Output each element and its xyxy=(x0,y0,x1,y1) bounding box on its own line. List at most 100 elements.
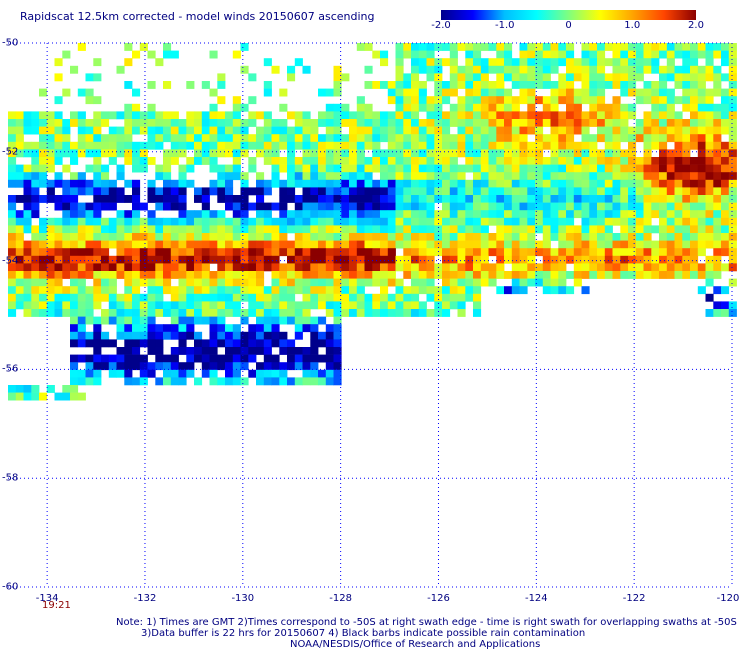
wind-cell xyxy=(256,202,265,211)
wind-cell xyxy=(147,81,156,89)
wind-cell xyxy=(442,225,451,234)
wind-cell xyxy=(581,240,590,249)
wind-cell xyxy=(597,111,606,120)
wind-cell xyxy=(620,134,629,143)
wind-cell xyxy=(566,103,575,112)
wind-cell xyxy=(325,278,334,287)
wind-cell xyxy=(201,293,210,302)
wind-cell xyxy=(8,126,17,135)
wind-cell xyxy=(728,179,737,188)
wind-cell xyxy=(527,149,536,158)
wind-cell xyxy=(62,255,71,264)
wind-cell xyxy=(480,119,489,127)
wind-cell xyxy=(318,286,327,295)
wind-cell xyxy=(356,187,365,196)
wind-cell xyxy=(690,119,699,127)
wind-cell xyxy=(349,309,358,317)
wind-cell xyxy=(101,362,110,371)
wind-cell xyxy=(39,248,48,257)
wind-cell xyxy=(170,187,179,196)
wind-cell xyxy=(542,225,551,234)
wind-cell xyxy=(8,240,17,249)
wind-cell xyxy=(597,65,606,74)
wind-cell xyxy=(682,58,691,67)
wind-cell xyxy=(465,255,474,264)
wind-cell xyxy=(589,263,598,272)
wind-cell xyxy=(139,309,148,317)
wind-cell xyxy=(201,301,210,310)
wind-cell xyxy=(411,293,420,302)
wind-cell xyxy=(697,43,706,51)
wind-cell xyxy=(93,126,102,135)
wind-cell xyxy=(558,225,567,234)
wind-cell xyxy=(93,179,102,188)
wind-cell xyxy=(302,362,311,371)
wind-cell xyxy=(682,134,691,143)
wind-cell xyxy=(387,240,396,249)
wind-cell xyxy=(93,324,102,333)
wind-cell xyxy=(519,96,528,105)
wind-cell xyxy=(674,50,683,59)
wind-cell xyxy=(302,309,311,317)
wind-cell xyxy=(442,111,451,120)
wind-cell xyxy=(380,179,389,188)
wind-cell xyxy=(178,309,187,317)
wind-cell xyxy=(310,149,319,158)
wind-cell xyxy=(256,217,265,226)
wind-cell xyxy=(163,149,172,158)
wind-cell xyxy=(372,187,381,196)
wind-cell xyxy=(163,331,172,340)
wind-cell xyxy=(178,293,187,302)
wind-cell xyxy=(527,126,536,135)
wind-cell xyxy=(705,126,714,135)
wind-cell xyxy=(256,240,265,249)
wind-cell xyxy=(248,324,257,333)
wind-cell xyxy=(356,286,365,295)
wind-cell xyxy=(85,141,94,150)
wind-cell xyxy=(511,179,520,188)
wind-cell xyxy=(318,88,327,97)
wind-cell xyxy=(139,111,148,120)
wind-cell xyxy=(620,103,629,112)
wind-cell xyxy=(132,141,141,150)
wind-cell xyxy=(666,58,675,67)
wind-cell xyxy=(163,309,172,317)
wind-cell xyxy=(318,331,327,340)
wind-cell xyxy=(411,65,420,74)
wind-cell xyxy=(597,179,606,188)
wind-cell xyxy=(566,179,575,188)
wind-cell xyxy=(496,141,505,150)
wind-cell xyxy=(504,248,513,257)
wind-cell xyxy=(209,103,218,112)
wind-cell xyxy=(116,354,125,363)
wind-cell xyxy=(31,126,40,135)
wind-cell xyxy=(163,217,172,226)
wind-cell xyxy=(511,172,520,181)
wind-cell xyxy=(705,179,714,188)
wind-cell xyxy=(604,119,613,127)
wind-cell xyxy=(62,233,71,241)
wind-cell xyxy=(581,286,590,295)
wind-cell xyxy=(496,225,505,234)
wind-cell xyxy=(46,111,55,120)
wind-cell xyxy=(302,195,311,203)
wind-cell xyxy=(628,58,637,67)
wind-cell xyxy=(713,134,722,143)
wind-cell xyxy=(690,263,699,272)
wind-cell xyxy=(682,202,691,211)
wind-cell xyxy=(325,293,334,302)
wind-cell xyxy=(15,149,24,158)
wind-cell xyxy=(256,309,265,317)
wind-cell xyxy=(333,119,342,127)
wind-cell xyxy=(333,354,342,363)
wind-cell xyxy=(256,286,265,295)
wind-cell xyxy=(170,225,179,234)
wind-cell xyxy=(651,119,660,127)
wind-cell xyxy=(697,81,706,89)
wind-cell xyxy=(310,286,319,295)
wind-cell xyxy=(31,309,40,317)
wind-cell xyxy=(287,339,296,348)
wind-cell xyxy=(39,301,48,310)
wind-cell xyxy=(93,172,102,181)
wind-cell xyxy=(674,164,683,173)
